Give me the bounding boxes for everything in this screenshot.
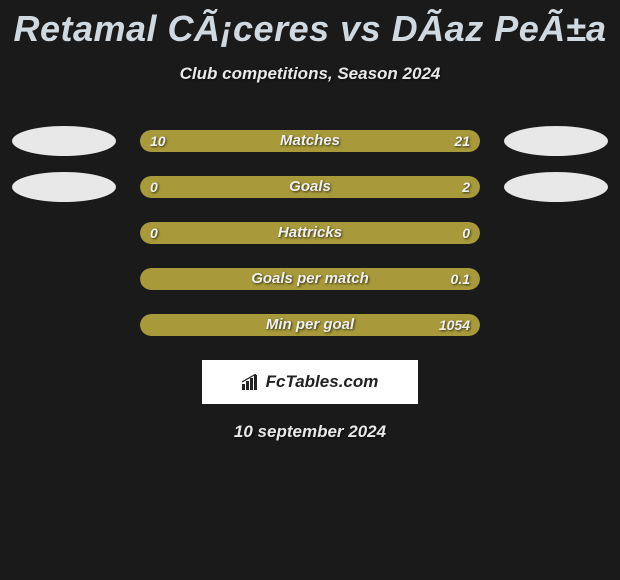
brand-text: FcTables.com xyxy=(242,372,379,392)
stat-bar: Goals per match0.1 xyxy=(140,268,480,290)
stat-bar: 0Hattricks0 xyxy=(140,222,480,244)
stat-bar: 10Matches21 xyxy=(140,130,480,152)
stat-value-right: 21 xyxy=(454,130,470,152)
stat-label: Hattricks xyxy=(140,222,480,244)
stat-row: 0Goals2 xyxy=(0,176,620,198)
stat-row: 0Hattricks0 xyxy=(0,222,620,244)
stat-row: Min per goal1054 xyxy=(0,314,620,336)
brand-box[interactable]: FcTables.com xyxy=(202,360,418,404)
stat-row: Goals per match0.1 xyxy=(0,268,620,290)
page-subtitle: Club competitions, Season 2024 xyxy=(0,64,620,84)
team-badge-right xyxy=(504,126,608,156)
brand-label: FcTables.com xyxy=(266,372,379,392)
stat-label: Goals xyxy=(140,176,480,198)
stat-label: Goals per match xyxy=(140,268,480,290)
stat-bar: 0Goals2 xyxy=(140,176,480,198)
stat-label: Matches xyxy=(140,130,480,152)
stat-label: Min per goal xyxy=(140,314,480,336)
footer-date: 10 september 2024 xyxy=(0,422,620,442)
stat-value-right: 0.1 xyxy=(451,268,470,290)
stat-row: 10Matches21 xyxy=(0,130,620,152)
page-title: Retamal CÃ¡ceres vs DÃ­az PeÃ±a xyxy=(0,0,620,50)
stats-container: 10Matches210Goals20Hattricks0Goals per m… xyxy=(0,130,620,336)
team-badge-right xyxy=(504,172,608,202)
bar-chart-icon xyxy=(242,374,262,390)
team-badge-left xyxy=(12,126,116,156)
stat-bar: Min per goal1054 xyxy=(140,314,480,336)
team-badge-left xyxy=(12,172,116,202)
stat-value-right: 2 xyxy=(462,176,470,198)
stat-value-right: 0 xyxy=(462,222,470,244)
stat-value-right: 1054 xyxy=(439,314,470,336)
